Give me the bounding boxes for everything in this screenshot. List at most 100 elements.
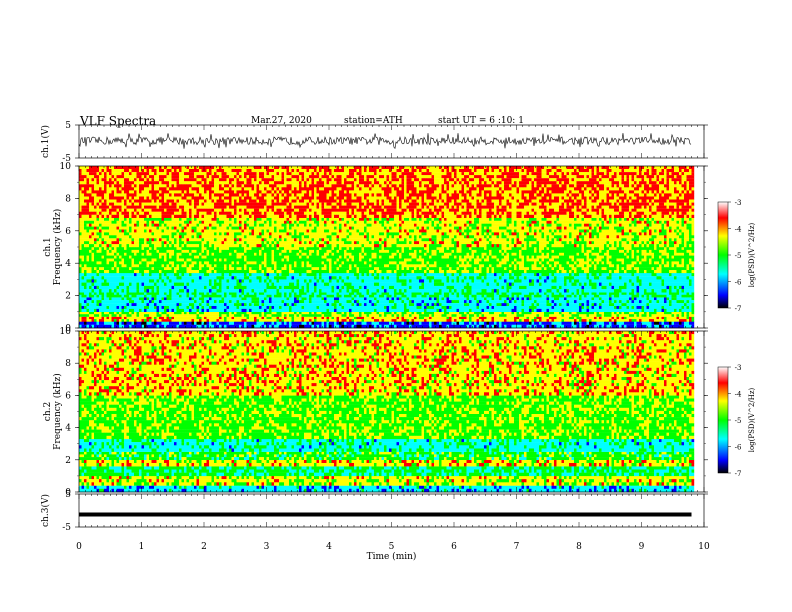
spectrogram-cell [269,303,272,306]
spectrogram-cell [244,286,247,289]
spectrogram-cell [167,300,170,303]
spectrogram-cell [364,319,367,322]
spectrogram-cell [387,289,390,292]
spectrogram-cell [254,303,257,306]
spectrogram-cell [552,286,555,289]
spectrogram-cell [419,273,422,276]
spectrogram-cell [299,279,302,282]
spectrogram-cell [277,306,280,309]
spectrogram-cell [179,306,182,309]
spectrogram-cell [492,295,495,298]
spectrogram-cell [549,276,552,279]
spectrogram-cell [244,273,247,276]
spectrogram-cell [639,319,642,322]
spectrogram-cell [524,314,527,317]
spectrogram-cell [217,295,220,298]
spectrogram-cell [689,303,692,306]
spectrogram-cell [479,314,482,317]
spectrogram-cell [204,314,207,317]
spectrogram-cell [372,289,375,292]
spectrogram-cell [547,306,550,309]
spectrogram-cell [559,300,562,303]
spectrogram-cell [357,322,360,325]
spectrogram-cell [564,297,567,300]
spectrogram-cell [164,279,167,282]
spectrogram-cell [87,306,90,309]
spectrogram-cell [207,279,210,282]
spectrogram-cell [207,297,210,300]
spectrogram-cell [162,300,165,303]
spectrogram-cell [684,317,687,320]
spectrogram-cell [404,286,407,289]
spectrogram-cell [507,283,510,286]
spectrogram-cell [344,319,347,322]
spectrogram-cell [417,322,420,325]
spectrogram-cell [222,297,225,300]
spectrogram-cell [434,286,437,289]
spectrogram-cell [304,300,307,303]
spectrogram-cell [354,286,357,289]
spectrogram-cell [354,317,357,320]
spectrogram-cell [679,295,682,298]
spectrogram-cell [209,312,212,315]
spectrogram-cell [464,279,467,282]
spectrogram-cell [449,276,452,279]
spectrogram-cell [107,297,110,300]
spectrogram-cell [599,283,602,286]
spectrogram-cell [584,314,587,317]
spectrogram-cell [457,309,460,312]
spectrogram-cell [399,306,402,309]
spectrogram-cell [502,306,505,309]
spectrogram-cell [494,276,497,279]
spectrogram-cell [374,300,377,303]
spectrogram-cell [389,314,392,317]
spectrogram-cell [224,306,227,309]
spectrogram-cell [137,297,140,300]
spectrogram-cell [357,276,360,279]
spectrogram-cell [184,309,187,312]
spectrogram-cell [129,279,132,282]
spectrogram-cell [339,289,342,292]
spectrogram-cell [144,283,147,286]
spectrogram-cell [402,295,405,298]
spectrogram-cell [457,283,460,286]
spectrogram-cell [629,300,632,303]
spectrogram-cell [562,306,565,309]
spectrogram-cell [234,309,237,312]
spectrogram-cell [612,297,615,300]
spectrogram-cell [137,276,140,279]
spectrogram-cell [612,306,615,309]
spectrogram-cell [532,283,535,286]
spectrogram-cell [184,322,187,325]
spectrogram-cell [284,286,287,289]
spectrogram-cell [384,273,387,276]
spectrogram-cell [182,279,185,282]
spectrogram-cell [604,317,607,320]
spectrogram-cell [457,297,460,300]
spectrogram-cell [609,322,612,325]
spectrogram-cell [519,286,522,289]
spectrogram-cell [482,312,485,315]
spectrogram-cell [599,306,602,309]
spectrogram-cell [684,303,687,306]
spectrogram-cell [499,300,502,303]
spectrogram-cell [97,319,100,322]
spectrogram-cell [182,306,185,309]
spectrogram-cell [434,309,437,312]
spectrogram-cell [214,312,217,315]
spectrogram-cell [534,273,537,276]
spectrogram-cell [672,300,675,303]
spectrogram-cell [267,303,270,306]
spectrogram-cell [604,319,607,322]
spectrogram-cell [302,286,305,289]
spectrogram-cell [354,295,357,298]
spectrogram-cell [504,303,507,306]
spectrogram-cell [387,300,390,303]
spectrogram-cell [284,319,287,322]
spectrogram-cell [454,289,457,292]
spectrogram-cell [487,312,490,315]
spectrogram-cell [459,279,462,282]
spectrogram-cell [649,276,652,279]
spectrogram-cell [587,292,590,295]
spectrogram-cell [189,295,192,298]
